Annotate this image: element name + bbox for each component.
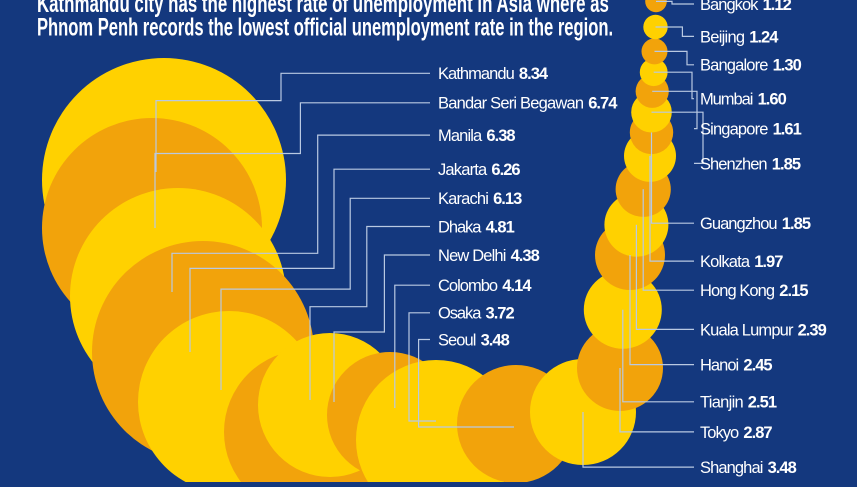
- svg-text:Karachi: Karachi: [438, 190, 489, 208]
- svg-text:4.14: 4.14: [502, 277, 532, 295]
- svg-text:Phnom Penh records the lowest: Phnom Penh records the lowest official u…: [37, 13, 613, 41]
- svg-text:Hong Kong: Hong Kong: [700, 282, 775, 300]
- svg-text:Beijing: Beijing: [700, 28, 745, 46]
- svg-text:Seoul: Seoul: [438, 331, 476, 349]
- svg-text:1.30: 1.30: [773, 57, 802, 75]
- svg-text:3.48: 3.48: [768, 459, 797, 477]
- svg-text:New Delhi: New Delhi: [438, 247, 506, 265]
- svg-text:6.74: 6.74: [588, 95, 618, 113]
- svg-text:Osaka: Osaka: [438, 305, 482, 323]
- svg-text:Kathmandu city has the highest: Kathmandu city has the highest rate of u…: [37, 0, 609, 18]
- svg-text:4.81: 4.81: [486, 218, 515, 236]
- svg-text:1.12: 1.12: [763, 0, 792, 14]
- svg-text:1.61: 1.61: [773, 121, 802, 139]
- svg-text:Bangalore: Bangalore: [700, 57, 768, 75]
- svg-text:Colombo: Colombo: [438, 277, 498, 295]
- svg-text:Shenzhen: Shenzhen: [700, 155, 768, 173]
- svg-text:Bangkok: Bangkok: [700, 0, 759, 14]
- svg-text:2.45: 2.45: [743, 357, 772, 375]
- svg-text:2.87: 2.87: [743, 424, 772, 442]
- svg-text:1.85: 1.85: [772, 155, 801, 173]
- svg-text:Guangzhou: Guangzhou: [700, 215, 778, 233]
- svg-text:Tokyo: Tokyo: [700, 424, 739, 442]
- svg-text:1.85: 1.85: [782, 215, 811, 233]
- svg-text:6.38: 6.38: [486, 127, 515, 145]
- svg-text:Kolkata: Kolkata: [700, 253, 751, 271]
- svg-text:Mumbai: Mumbai: [700, 91, 753, 109]
- svg-text:8.34: 8.34: [519, 65, 549, 83]
- svg-text:Tianjin: Tianjin: [700, 394, 744, 412]
- svg-text:6.13: 6.13: [493, 190, 522, 208]
- svg-text:Bandar Seri Begawan: Bandar Seri Begawan: [438, 95, 584, 113]
- svg-text:1.24: 1.24: [749, 28, 779, 46]
- svg-text:Kathmandu: Kathmandu: [438, 65, 515, 83]
- svg-text:3.72: 3.72: [486, 305, 515, 323]
- svg-text:3.48: 3.48: [481, 331, 510, 349]
- svg-text:2.39: 2.39: [798, 321, 827, 339]
- svg-text:2.15: 2.15: [779, 282, 808, 300]
- svg-text:Hanoi: Hanoi: [700, 357, 739, 375]
- svg-text:Singapore: Singapore: [700, 121, 768, 139]
- svg-text:4.38: 4.38: [511, 247, 540, 265]
- svg-text:2.51: 2.51: [748, 394, 777, 412]
- svg-text:1.97: 1.97: [754, 253, 783, 271]
- svg-text:Dhaka: Dhaka: [438, 218, 482, 236]
- svg-text:Jakarta: Jakarta: [438, 161, 488, 179]
- svg-text:Shanghai: Shanghai: [700, 459, 763, 477]
- svg-text:Manila: Manila: [438, 127, 483, 145]
- svg-text:1.60: 1.60: [758, 91, 787, 109]
- svg-text:6.26: 6.26: [491, 161, 520, 179]
- svg-text:Kuala Lumpur: Kuala Lumpur: [700, 321, 794, 339]
